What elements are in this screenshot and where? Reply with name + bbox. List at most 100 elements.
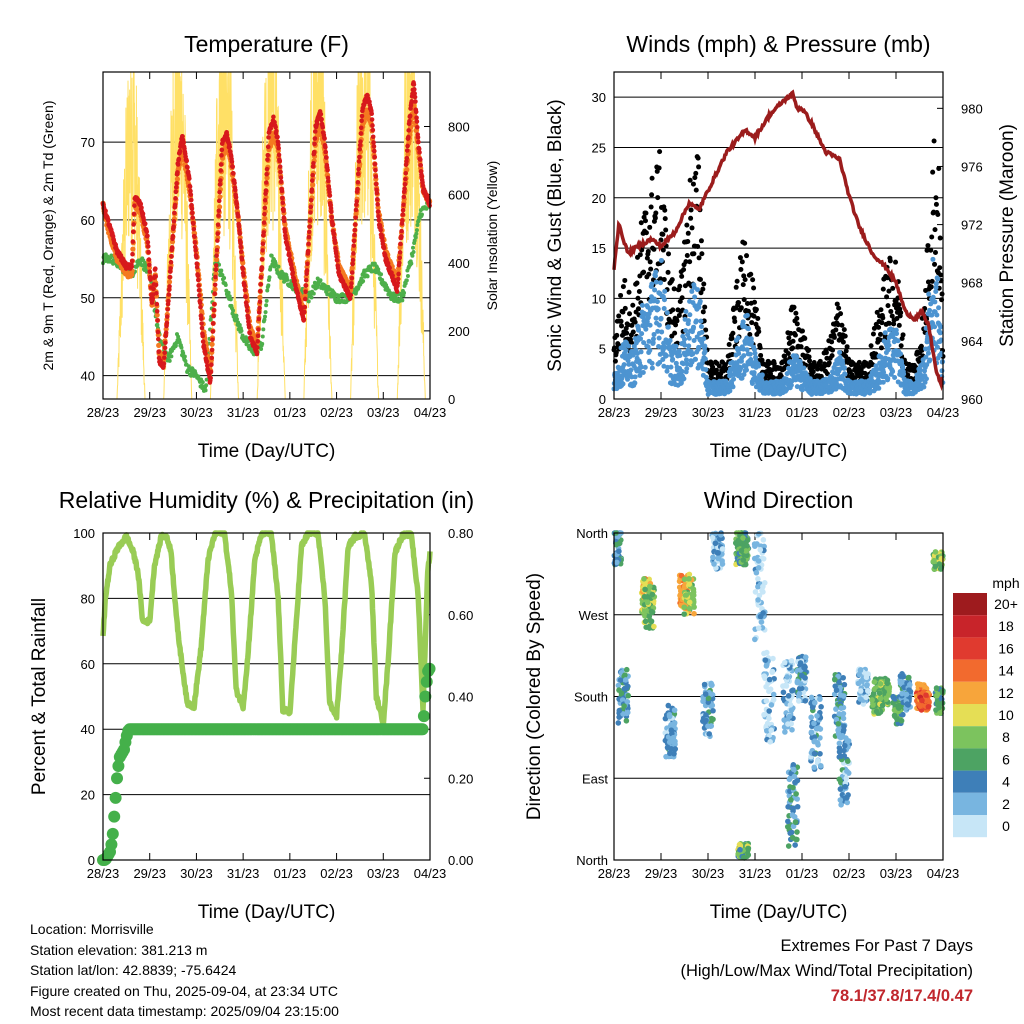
x-tick-label: 02/23 [833,866,866,881]
t2m-point [370,134,376,140]
wind-point [837,349,843,355]
y2-tick-label: 0.00 [448,853,473,868]
x-tick-label: 01/23 [274,405,307,420]
t2m-point [258,288,263,294]
t2m-point [211,313,216,319]
y2-tick-label: 968 [961,276,983,291]
dewpoint-point [222,275,227,280]
t2m-point [167,284,172,289]
gust-point [622,305,628,311]
t2m-point [161,355,167,360]
wind-point [694,287,700,293]
dewpoint-point [203,388,208,393]
t2m-point [306,234,312,240]
wind-point [676,348,682,354]
t2m-point [413,99,418,104]
y-tick-label: 0 [599,392,606,407]
t2m-point [265,157,270,162]
t2m-point [405,143,410,149]
gust-point [757,345,763,351]
dewpoint-point [309,295,314,300]
gust-point [695,243,701,249]
t2m-point [397,260,402,266]
gust-point [933,195,939,201]
wind-point [682,336,687,342]
gust-point [791,304,797,310]
gust-point [900,332,906,338]
gust-point [799,328,805,334]
t2m-point [242,287,248,293]
gust-point [651,246,657,252]
x-tick-label: 02/23 [833,405,866,420]
t2m-point [407,118,412,124]
t2m-point [277,164,283,169]
t2m-point [281,208,286,214]
t2m-point [262,205,268,211]
t2m-point [357,154,362,160]
t2m-point [193,248,198,253]
y2-tick-label: 0.80 [448,526,473,541]
t2m-point [219,153,224,158]
x-tick-label: 28/23 [598,405,631,420]
t2m-point [349,276,355,281]
dewpoint-point [311,291,316,296]
direction-point [623,666,630,673]
wind-point [681,376,687,382]
t2m-point [271,114,276,120]
t2m-point [417,157,423,162]
gust-point [627,311,633,317]
dewpoint-point [186,364,191,369]
gust-point [939,291,945,297]
gust-point [884,294,890,300]
t2m-point [211,307,217,313]
t2m-point [355,171,361,177]
gust-point [886,320,892,326]
wind-point [756,363,762,369]
gust-point [647,224,653,230]
x-tick-label: 03/23 [880,405,913,420]
t2m-point [387,265,392,271]
t2m-point [407,113,413,119]
t2m-point [175,162,181,167]
gust-point [792,332,798,338]
wind-point [730,384,736,390]
t2m-point [395,276,401,282]
wind-point [895,338,901,344]
chart-title: Relative Humidity (%) & Precipitation (i… [59,487,474,513]
t2m-point [191,221,196,226]
t2m-point [304,268,310,273]
t2m-point [230,164,235,170]
x-tick-label: 31/23 [739,866,772,881]
wind-point [698,318,704,324]
t2m-point [261,230,266,235]
wind-point [935,276,941,282]
y2-tick-label: 0.40 [448,690,473,705]
t2m-point [265,152,271,158]
gust-point [870,331,876,337]
wind-point [656,322,662,328]
wind-point [744,367,750,373]
gust-point [693,187,699,193]
t9m-point [310,182,316,188]
gust-point [756,329,762,335]
t2m-point [381,245,387,251]
t2m-point [208,369,214,375]
gust-point [790,338,796,344]
precip-point [105,838,118,851]
gust-point [742,240,748,246]
dewpoint-point [404,278,409,283]
t2m-point [264,171,269,177]
t9m-point [156,342,162,348]
y-axis-label: Percent & Total Rainfall [29,598,50,795]
dewpoint-point [410,245,415,250]
gust-point [736,300,742,306]
gust-point [619,323,625,329]
gust-point [626,289,632,295]
dewpoint-point [169,354,174,359]
gust-point [885,303,891,309]
gust-point [876,324,882,330]
t2m-point [349,270,355,275]
precip-point [109,791,122,804]
wind-point [898,351,904,357]
t2m-point [242,283,247,288]
